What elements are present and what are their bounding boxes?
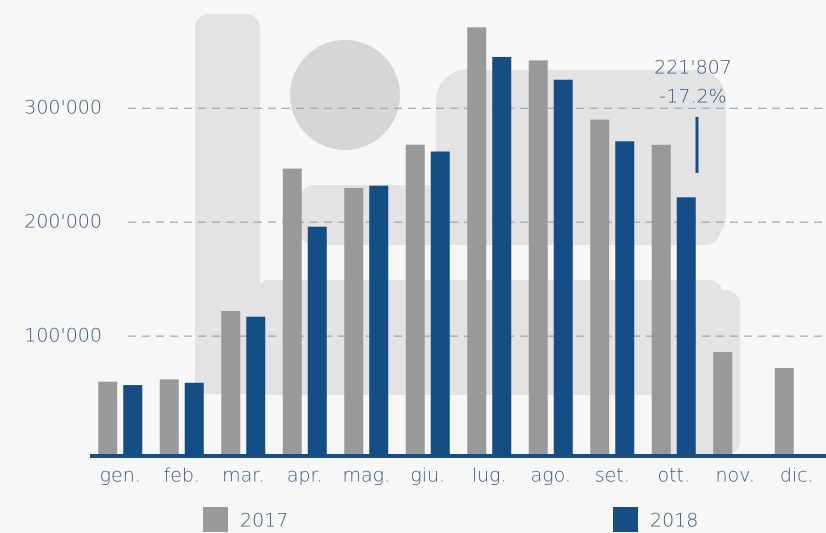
bar	[590, 119, 610, 455]
bar	[123, 385, 143, 454]
x-tick-label: gen.	[100, 465, 141, 487]
bar	[282, 168, 302, 454]
legend-label: 2018	[650, 510, 698, 532]
bar	[774, 367, 794, 454]
bar	[369, 185, 389, 454]
x-tick-label: lug.	[472, 465, 507, 487]
bar	[553, 79, 573, 455]
annotation-change: -17.2%	[659, 86, 726, 108]
legend-swatch	[613, 507, 638, 532]
bar	[492, 56, 512, 454]
y-tick-label: 300'000	[24, 97, 102, 119]
bar	[467, 27, 487, 455]
bar	[184, 382, 204, 454]
bar	[221, 311, 241, 454]
x-tick-label: ago.	[531, 465, 571, 487]
bar	[159, 379, 179, 454]
bar	[307, 226, 327, 454]
x-tick-label: mag.	[342, 465, 390, 487]
x-tick-label: dic.	[780, 465, 814, 487]
x-tick-label: set.	[595, 465, 630, 487]
x-tick-label: apr.	[287, 465, 323, 487]
legend-label: 2017	[240, 510, 288, 532]
x-tick-label: giu.	[410, 465, 445, 487]
bar	[344, 187, 364, 455]
bar	[713, 352, 733, 454]
annotation-value: 221'807	[654, 57, 732, 79]
y-tick-label: 100'000	[24, 325, 102, 347]
x-tick-label: ott.	[657, 465, 690, 487]
bar	[430, 151, 450, 454]
x-tick-label: feb.	[164, 465, 200, 487]
bar	[651, 144, 671, 454]
y-tick-label: 200'000	[24, 211, 102, 233]
bar	[246, 316, 266, 454]
x-tick-label: nov.	[716, 465, 755, 487]
bar	[528, 60, 548, 454]
legend-swatch	[203, 507, 228, 532]
bar	[405, 144, 425, 455]
x-tick-label: mar.	[222, 465, 264, 487]
bar	[615, 141, 635, 455]
bar	[676, 197, 696, 455]
bar	[98, 381, 118, 454]
plot-area	[98, 27, 826, 455]
